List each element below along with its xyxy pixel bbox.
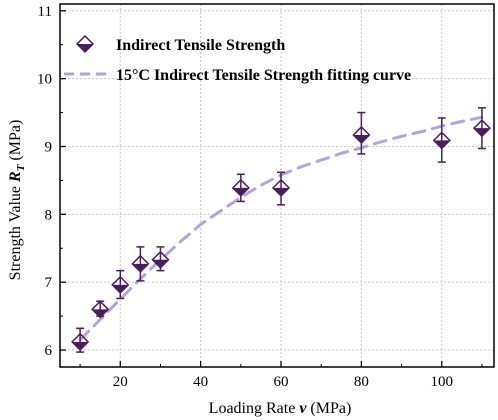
data-point: [91, 300, 110, 319]
data-point: [71, 332, 90, 351]
diamond-outline: [75, 34, 95, 54]
y-axis-title: Strength Value RT (MPa): [7, 120, 27, 281]
x-tick-label: 20: [113, 374, 128, 390]
legend-marker-diamond: [75, 34, 95, 54]
legend-label-fit: 15°C Indirect Tensile Strength fitting c…: [116, 67, 411, 84]
x-tick-label: 60: [274, 374, 289, 390]
legend-label-points: Indirect Tensile Strength: [116, 37, 285, 54]
data-point: [111, 275, 130, 294]
diamond-lower-half: [112, 284, 129, 293]
diamond-lower-half: [273, 187, 290, 196]
diamond-lower-half: [152, 259, 169, 268]
x-tick-label: 80: [354, 374, 369, 390]
diamond-lower-half: [72, 341, 89, 350]
diamond-outline: [91, 300, 110, 319]
y-tick-label: 10: [37, 72, 52, 88]
data-point: [432, 131, 451, 150]
diamond-outline: [111, 275, 130, 294]
data-points-layer: [71, 107, 492, 353]
diamond-outline: [151, 250, 170, 269]
data-point: [151, 250, 170, 269]
diamond-lower-half: [132, 263, 149, 272]
diamond-lower-half: [77, 44, 93, 52]
diamond-outline: [131, 254, 150, 273]
diamond-lower-half: [473, 128, 490, 137]
diamond-lower-half: [353, 134, 370, 143]
y-tick-label: 11: [38, 4, 52, 20]
data-point: [271, 178, 291, 197]
diamond-outline: [231, 178, 250, 197]
error-bar: [236, 173, 245, 203]
diamond-lower-half: [92, 309, 109, 318]
diamond-outline: [352, 125, 371, 145]
diamond-outline: [71, 332, 90, 351]
plot-frame: [59, 3, 495, 368]
y-tick-label: 7: [45, 275, 53, 291]
error-bar: [437, 117, 446, 163]
diamond-outline: [271, 178, 291, 197]
data-point: [131, 254, 150, 273]
error-bar: [357, 111, 366, 155]
data-point: [472, 119, 492, 138]
diamond-lower-half: [433, 140, 450, 149]
y-tick-label: 6: [45, 343, 53, 359]
data-point: [231, 178, 250, 197]
grid-lines: [60, 4, 494, 367]
y-tick-label: 8: [45, 207, 53, 223]
x-tick-label: 100: [431, 374, 454, 390]
axis-ticks: 20 40 60 80 100 6 7 8 9 10 11: [37, 4, 483, 390]
legend: Indirect Tensile Strength 15°C Indirect …: [64, 34, 411, 84]
x-tick-label: 40: [193, 374, 208, 390]
y-tick-label: 9: [45, 139, 53, 155]
data-point: [352, 125, 371, 145]
diamond-lower-half: [232, 187, 249, 196]
diamond-outline: [472, 119, 492, 138]
x-axis-title: Loading Rate v (MPa): [209, 400, 352, 417]
legend-diamond: [75, 34, 95, 54]
diamond-outline: [432, 131, 451, 150]
